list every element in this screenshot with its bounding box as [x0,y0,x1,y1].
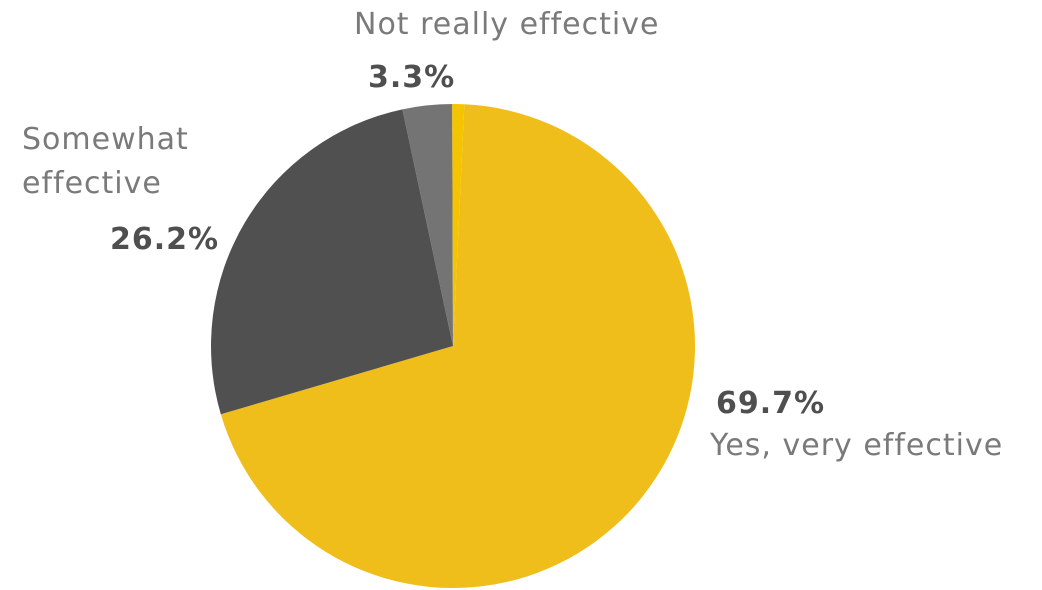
pie-slices-group [211,104,696,588]
pie-slice-yes-very-effective [220,104,696,588]
pie-slice-somewhat-effective [211,109,453,415]
label-somewhat-effective-name-line2: effective [22,166,162,201]
label-not-really-effective-pct: 3.3% [368,60,456,95]
label-yes-very-effective-pct: 69.7% [716,386,826,421]
pie-slice-3 [452,104,465,346]
pie-slice-not-really-effective [402,104,453,347]
label-not-really-effective-name: Not really effective [354,7,660,42]
label-yes-very-effective-name: Yes, very effective [710,428,1004,463]
label-somewhat-effective-pct: 26.2% [110,222,220,257]
label-somewhat-effective-name-line1: Somewhat [22,122,189,157]
